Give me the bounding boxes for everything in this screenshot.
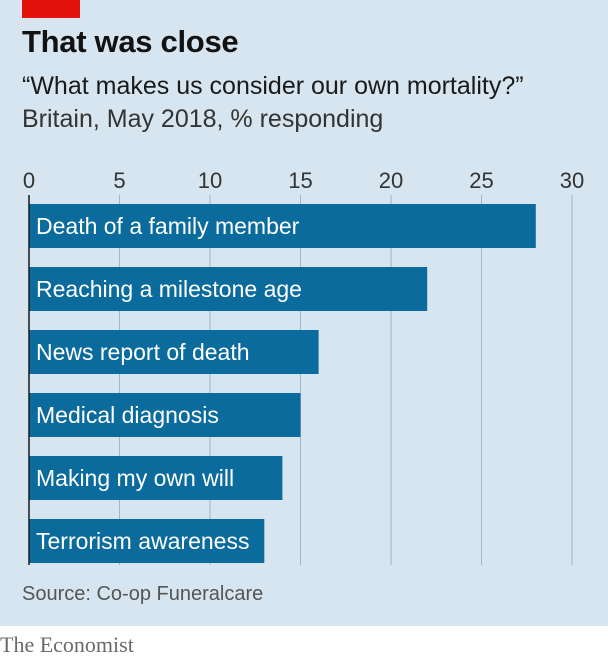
bar-category-label: Terrorism awareness <box>36 528 249 554</box>
bar-category-label: Medical diagnosis <box>36 402 219 428</box>
bar <box>29 204 536 248</box>
x-tick-label: 15 <box>288 168 312 193</box>
bar-category-label: Death of a family member <box>36 213 300 239</box>
brand-red-tag <box>22 0 80 18</box>
bar <box>29 267 428 311</box>
bar-category-label: Reaching a milestone age <box>36 276 302 302</box>
source-note: Source: Co-op Funeralcare <box>22 583 264 605</box>
bar <box>29 456 283 500</box>
bar-category-label: News report of death <box>36 339 250 365</box>
chart-title: That was close <box>22 24 239 59</box>
bar <box>29 393 301 437</box>
bar <box>29 330 319 374</box>
x-tick-label: 20 <box>379 168 403 193</box>
chart-subtitle: “What makes us consider our own mortalit… <box>22 72 524 100</box>
chart-description: Britain, May 2018, % responding <box>22 105 384 133</box>
bar <box>29 519 265 563</box>
x-tick-label: 25 <box>469 168 493 193</box>
x-tick-label: 5 <box>113 168 125 193</box>
x-tick-label: 10 <box>198 168 222 193</box>
bar-chart: 0 5 10 15 20 25 30 Death of a family member Rea… <box>23 168 584 565</box>
bar-category-label: Making my own will <box>36 465 234 491</box>
x-tick-label: 0 <box>23 168 35 193</box>
economist-logo-text: The Economist <box>0 632 134 657</box>
x-tick-label: 30 <box>560 168 584 193</box>
